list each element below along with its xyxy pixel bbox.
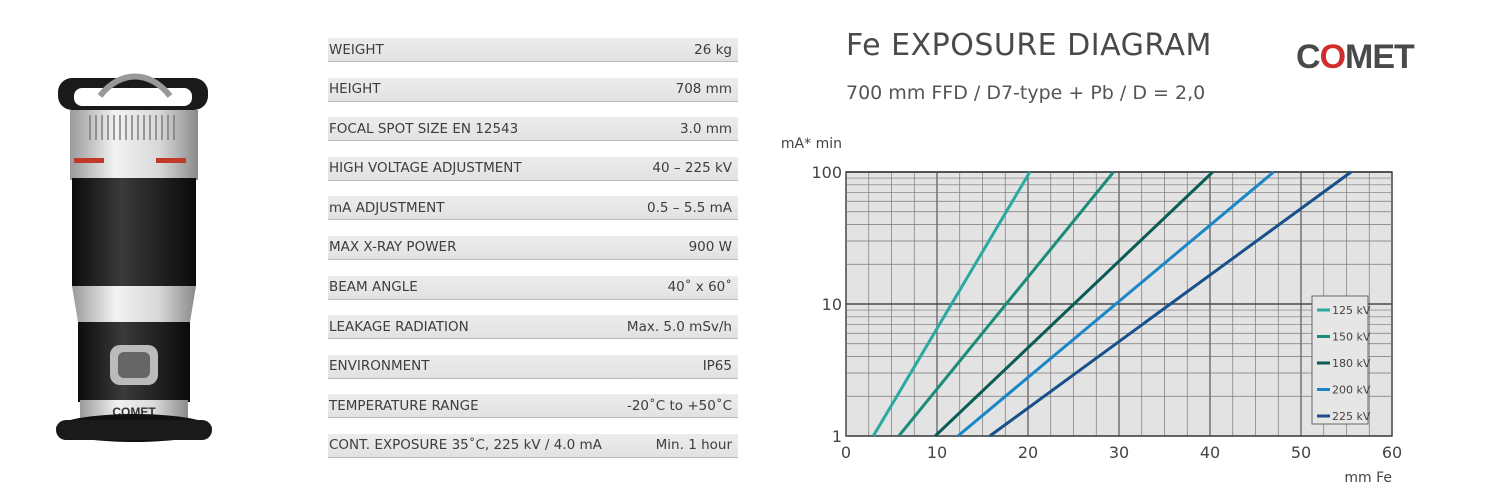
legend-label: 150 kV <box>1332 331 1371 344</box>
spec-value: 26 kg <box>694 41 732 58</box>
spec-label: BEAM ANGLE <box>329 279 418 296</box>
x-axis-label: mm Fe <box>1344 470 1392 486</box>
x-tick-label: 30 <box>1109 443 1129 462</box>
spec-label: TEMPERATURE RANGE <box>329 397 479 414</box>
legend-label: 225 kV <box>1332 410 1371 423</box>
chart-title: Fe EXPOSURE DIAGRAM <box>846 28 1212 63</box>
spec-value: Max. 5.0 mSv/h <box>626 318 732 335</box>
spec-value: 708 mm <box>675 81 732 98</box>
y-tick-label: 100 <box>811 163 842 182</box>
x-tick-label: 10 <box>927 443 947 462</box>
series-line <box>988 170 1352 438</box>
spec-value: -20˚C to +50˚C <box>626 397 732 414</box>
spec-row: MAX X-RAY POWER 900 W <box>328 235 738 260</box>
product-image: COMET <box>40 60 230 485</box>
spec-label: MAX X-RAY POWER <box>329 239 457 256</box>
spec-value: 900 W <box>688 239 732 256</box>
spec-row: ENVIRONMENT IP65 <box>328 354 738 379</box>
legend-label: 125 kV <box>1332 304 1371 317</box>
spec-value: 3.0 mm <box>679 120 732 137</box>
spec-label: ENVIRONMENT <box>329 358 430 375</box>
spec-label: WEIGHT <box>329 41 384 58</box>
spec-label: HIGH VOLTAGE ADJUSTMENT <box>329 160 522 177</box>
spec-label: LEAKAGE RADIATION <box>329 318 469 335</box>
brand-logo-o: O <box>1319 38 1346 76</box>
spec-row: HEIGHT 708 mm <box>328 77 738 102</box>
spec-row: LEAKAGE RADIATION Max. 5.0 mSv/h <box>328 315 738 340</box>
x-tick-label: 0 <box>841 443 851 462</box>
x-tick-label: 20 <box>1018 443 1038 462</box>
legend-box <box>1311 295 1369 425</box>
series-line <box>872 171 1032 437</box>
spec-value: IP65 <box>702 358 732 375</box>
spec-value: 40 – 225 kV <box>652 160 732 177</box>
spec-value: 40˚ x 60˚ <box>667 279 732 296</box>
spec-row: HIGH VOLTAGE ADJUSTMENT 40 – 225 kV <box>328 156 738 181</box>
spec-label: FOCAL SPOT SIZE EN 12543 <box>329 120 519 137</box>
series-line <box>956 170 1275 438</box>
spec-row: WEIGHT 26 kg <box>328 38 738 62</box>
spec-label: HEIGHT <box>329 81 381 98</box>
series-line <box>897 171 1115 437</box>
spec-value: Min. 1 hour <box>655 437 732 454</box>
chart-subtitle: 700 mm FFD / D7-type + Pb / D = 2,0 <box>846 82 1206 104</box>
brand-logo: COMET <box>1296 38 1415 77</box>
spec-row: FOCAL SPOT SIZE EN 12543 3.0 mm <box>328 117 738 142</box>
legend-label: 180 kV <box>1332 357 1371 370</box>
spec-value: 0.5 – 5.5 mA <box>647 199 732 216</box>
x-tick-label: 40 <box>1200 443 1220 462</box>
legend-label: 200 kV <box>1332 384 1371 397</box>
y-tick-label: 10 <box>822 295 842 314</box>
spec-row: CONT. EXPOSURE 35˚C, 225 kV / 4.0 mA Min.… <box>328 433 738 458</box>
x-tick-label: 60 <box>1382 443 1402 462</box>
spec-table: WEIGHT 26 kg HEIGHT 708 mm FOCAL SPOT SIZE E… <box>328 38 738 474</box>
y-axis-label: mA* min <box>781 136 842 152</box>
spec-row: TEMPERATURE RANGE -20˚C to +50˚C <box>328 394 738 419</box>
y-tick-label: 1 <box>832 427 842 446</box>
spec-row: BEAM ANGLE 40˚ x 60˚ <box>328 275 738 300</box>
spec-label: mA ADJUSTMENT <box>329 199 445 216</box>
brand-logo-suffix: MET <box>1345 38 1415 76</box>
spec-row: mA ADJUSTMENT 0.5 – 5.5 mA <box>328 196 738 221</box>
brand-logo-prefix: C <box>1296 38 1321 76</box>
spec-label: CONT. EXPOSURE 35˚C, 225 kV / 4.0 mA <box>329 437 602 454</box>
x-tick-label: 50 <box>1291 443 1311 462</box>
series-line <box>934 170 1214 438</box>
